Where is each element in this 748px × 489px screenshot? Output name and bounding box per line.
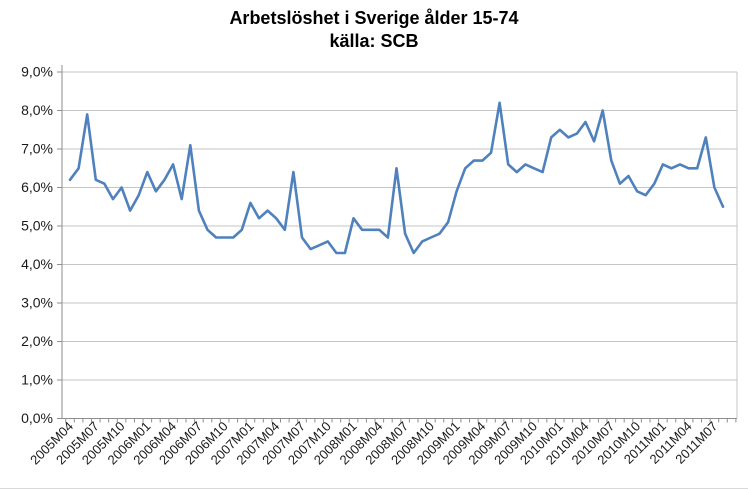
y-tick-label: 0,0% bbox=[21, 410, 53, 426]
chart-title: Arbetslöshet i Sverige ålder 15-74 bbox=[229, 8, 519, 28]
chart-subtitle: källa: SCB bbox=[329, 31, 419, 51]
y-tick-label: 9,0% bbox=[21, 64, 53, 80]
y-tick-label: 7,0% bbox=[21, 141, 53, 157]
y-tick-label: 6,0% bbox=[21, 179, 53, 195]
y-tick-label: 2,0% bbox=[21, 333, 53, 349]
y-tick-label: 3,0% bbox=[21, 295, 53, 311]
y-tick-label: 5,0% bbox=[21, 218, 53, 234]
series-line bbox=[68, 101, 725, 255]
y-tick-label: 4,0% bbox=[21, 256, 53, 272]
chart-title-block: Arbetslöshet i Sverige ålder 15-74 källa… bbox=[0, 7, 748, 53]
y-tick-label: 1,0% bbox=[21, 372, 53, 388]
y-tick-label: 8,0% bbox=[21, 102, 53, 118]
